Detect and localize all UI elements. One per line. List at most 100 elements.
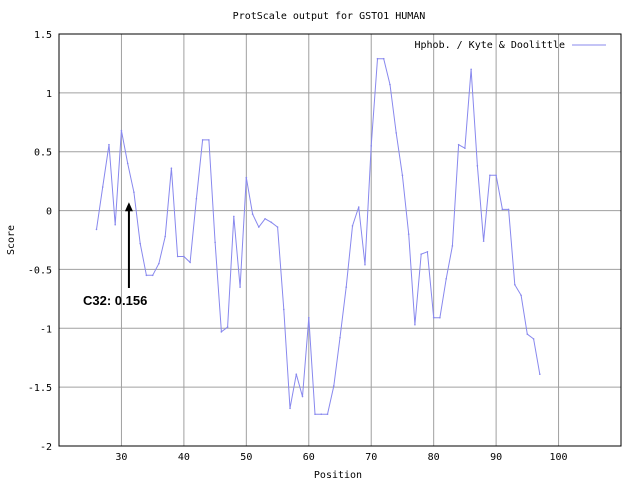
- legend-label: Hphob. / Kyte & Doolittle: [414, 40, 565, 51]
- data-point: [501, 208, 504, 211]
- data-point: [126, 162, 129, 165]
- annotation-arrow-head: [124, 202, 133, 212]
- data-point: [345, 286, 348, 288]
- data-point: [139, 242, 141, 245]
- data-point: [532, 338, 535, 340]
- plot-frame: [58, 33, 622, 447]
- data-point: [114, 223, 116, 226]
- data-point: [520, 294, 522, 297]
- y-tick-label: 1.5: [34, 30, 52, 41]
- data-point: [395, 132, 398, 134]
- data-point: [389, 83, 391, 86]
- data-point: [226, 326, 229, 328]
- data-point: [183, 255, 185, 258]
- data-point: [401, 174, 404, 177]
- data-point: [332, 385, 335, 387]
- data-point: [482, 240, 485, 242]
- data-point: [151, 274, 154, 277]
- data-point: [108, 143, 110, 146]
- x-tick-label: 90: [490, 452, 502, 463]
- x-tick-label: 100: [550, 452, 568, 463]
- data-point: [233, 215, 235, 218]
- y-tick-label: -0.5: [28, 265, 52, 276]
- data-point: [326, 413, 329, 416]
- data-point: [426, 250, 429, 253]
- data-point: [295, 373, 298, 375]
- y-tick-label: -1.5: [28, 383, 52, 394]
- grid: [59, 33, 621, 447]
- data-point: [276, 226, 279, 228]
- data-point: [451, 245, 454, 247]
- x-tick-label: 30: [115, 452, 127, 463]
- data-point: [245, 176, 248, 179]
- data-point: [351, 225, 354, 227]
- data-point: [208, 139, 210, 141]
- data-point: [514, 283, 516, 286]
- data-point: [270, 221, 273, 224]
- data-point: [239, 286, 241, 288]
- x-axis-label: Position: [314, 470, 362, 481]
- data-point: [539, 373, 541, 375]
- data-point: [457, 143, 460, 146]
- data-point: [176, 255, 179, 258]
- data-point: [145, 274, 148, 277]
- x-tick-label: 50: [240, 452, 252, 463]
- y-tick-label: 1: [46, 89, 52, 100]
- data-point: [507, 208, 510, 211]
- data-point: [170, 167, 173, 169]
- data-point: [283, 308, 285, 311]
- data-point: [420, 253, 422, 255]
- data-point: [370, 145, 373, 147]
- annotation-label: C32: 0.156: [83, 293, 147, 308]
- x-tick-label: 60: [303, 452, 315, 463]
- data-point: [432, 316, 435, 319]
- series-line-hydrophobicity: [96, 58, 541, 415]
- data-point: [164, 235, 166, 238]
- y-tick-label: 0: [46, 207, 52, 218]
- y-tick-label: -1: [40, 324, 52, 335]
- y-tick-label: 0.5: [34, 148, 52, 159]
- data-point: [251, 213, 254, 215]
- data-point: [120, 129, 123, 132]
- data-point: [214, 241, 216, 244]
- data-point: [445, 278, 447, 280]
- data-point: [158, 262, 160, 265]
- data-point: [414, 323, 416, 326]
- data-point: [439, 316, 441, 319]
- data-point: [201, 139, 204, 141]
- data-point: [489, 174, 491, 177]
- chart-title: ProtScale output for GSTO1 HUMAN: [233, 11, 426, 22]
- data-point: [133, 191, 135, 194]
- data-point: [195, 198, 198, 200]
- data-point: [320, 413, 323, 416]
- y-axis-label: Score: [6, 225, 17, 255]
- data-point: [289, 407, 291, 410]
- data-point: [314, 413, 316, 416]
- data-point: [476, 165, 479, 167]
- x-tick-label: 80: [428, 452, 440, 463]
- data-point: [526, 333, 529, 335]
- series-points: [95, 57, 541, 416]
- legend: Hphob. / Kyte & Doolittle: [414, 40, 606, 51]
- data-point: [407, 233, 410, 235]
- data-point: [307, 316, 310, 319]
- data-point: [357, 206, 360, 208]
- data-point: [101, 186, 104, 188]
- data-point: [376, 57, 379, 60]
- data-point: [220, 331, 223, 333]
- data-point: [258, 226, 260, 228]
- data-point: [464, 147, 466, 149]
- data-point: [301, 395, 304, 398]
- data-point: [382, 57, 385, 60]
- y-tick-label: -2: [40, 442, 52, 453]
- x-tick-label: 70: [365, 452, 377, 463]
- data-point: [95, 228, 98, 231]
- data-point: [495, 174, 497, 177]
- data-point: [470, 68, 472, 71]
- data-point: [364, 263, 366, 266]
- axis-ticks: 30 40 50 60 70 80 90 100 1.5 1 0.5 0 -0.5 -1 -1.5 -2: [28, 30, 568, 463]
- data-point: [339, 336, 341, 339]
- annotation-c32: C32: 0.156: [83, 202, 147, 308]
- x-tick-label: 40: [178, 452, 190, 463]
